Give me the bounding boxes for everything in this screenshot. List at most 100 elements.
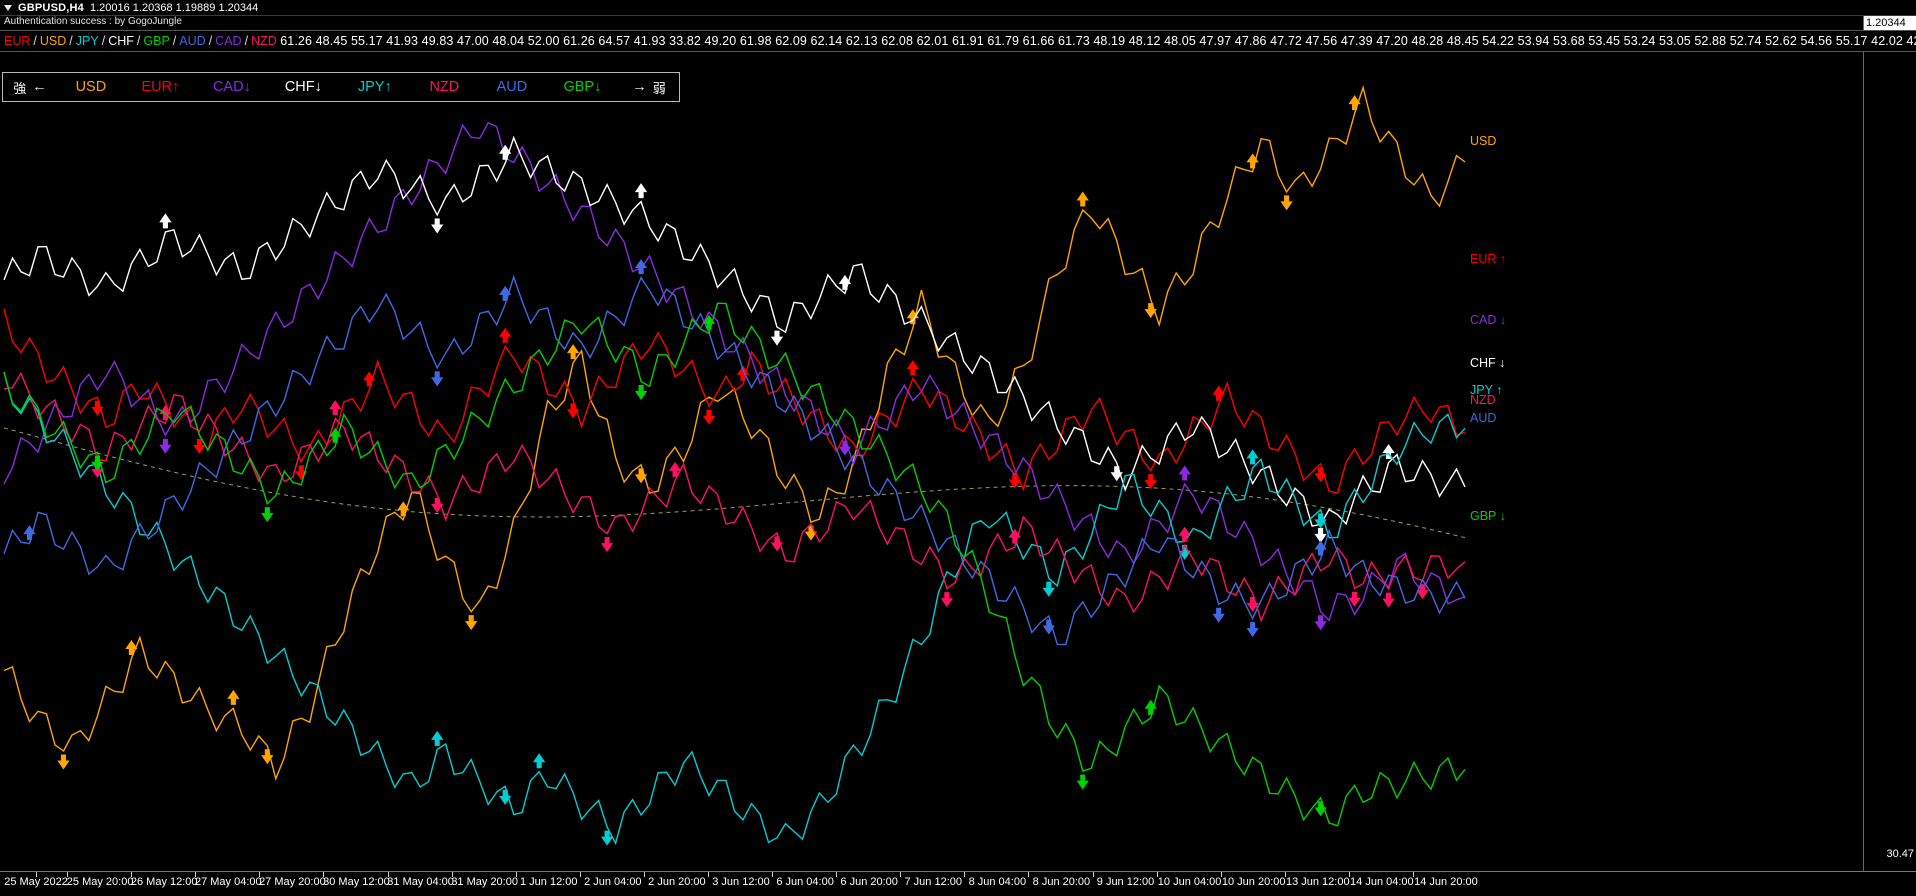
panel-item-jpy[interactable]: JPY ↑	[339, 79, 410, 95]
panel-item-cad[interactable]: CAD ↓	[196, 79, 267, 95]
signal-arrow-down-icon	[1314, 513, 1327, 529]
signal-arrow-up-icon	[125, 640, 138, 656]
series-line	[3, 302, 1466, 827]
ticker-cur-chf: CHF	[108, 34, 134, 48]
ticker-sep: /	[172, 34, 177, 48]
panel-item-label: JPY	[357, 79, 385, 95]
series-cad[interactable]	[3, 121, 1466, 631]
signal-arrow-down-icon	[770, 330, 784, 346]
time-axis-label: 27 May 20:00	[259, 876, 326, 888]
series-gbp[interactable]	[3, 302, 1466, 827]
series-usd[interactable]	[3, 84, 1466, 782]
ticker-sep: /	[136, 34, 141, 48]
signal-arrow-down-icon	[465, 615, 478, 631]
series-chf[interactable]	[3, 135, 1466, 543]
time-tick	[836, 872, 838, 877]
series-jpy[interactable]	[3, 371, 1466, 846]
series-nzd[interactable]	[3, 371, 1466, 623]
signal-arrow-up-icon	[1008, 528, 1021, 544]
signal-arrow-up-icon	[329, 400, 342, 416]
ticker-content: EUR / USD / JPY / CHF / GBP / AUD / CAD / NZD 61.26 48…	[0, 31, 1916, 51]
price-axis[interactable]: 1.20344 66.01 30.47	[1863, 16, 1916, 872]
signal-arrow-down-icon	[91, 400, 104, 416]
panel-item-gbp[interactable]: GBP ↓	[546, 79, 619, 95]
signal-arrow-down-icon	[634, 384, 648, 400]
series-eur[interactable]	[3, 308, 1466, 494]
strong-label: 強	[13, 81, 27, 97]
panel-item-chf[interactable]: CHF ↓	[268, 79, 339, 95]
signal-arrow-down-icon	[1348, 591, 1361, 607]
time-axis-label: 2 Jun 20:00	[648, 876, 706, 888]
time-axis-label: 14 Jun 20:00	[1414, 876, 1478, 888]
time-axis-label: 31 May 20:00	[451, 876, 518, 888]
ticker-cur-aud: AUD	[179, 34, 206, 48]
time-axis-label: 25 May 20:00	[66, 876, 134, 888]
triangle-down-icon[interactable]	[4, 4, 12, 11]
signal-arrow-down-icon	[193, 439, 206, 455]
time-tick	[1284, 872, 1286, 877]
ohlc-values: 1.20016 1.20368 1.19889 1.20344	[89, 1, 259, 14]
currency-strength-panel[interactable]: 強 ← USD EUR ↑ CAD ↓ CHF ↓ JPY ↑ NZD AUD GBP ↓…	[2, 72, 680, 102]
series-line	[3, 84, 1466, 782]
signal-arrow-down-icon	[770, 536, 784, 552]
signal-arrow-up-icon	[634, 183, 648, 199]
ticker-values: 61.26 48.45 55.17 41.93 49.83 47.00 48.0…	[280, 34, 1916, 48]
panel-item-label: AUD	[496, 79, 528, 95]
signal-arrow-up-icon	[1178, 465, 1191, 481]
signal-arrow-up-icon	[702, 314, 716, 330]
signal-arrow-down-icon	[295, 465, 308, 481]
signal-arrow-up-icon	[532, 753, 546, 769]
ticker-cur-gbp: GBP	[143, 34, 170, 48]
signal-arrow-down-icon	[261, 749, 274, 765]
time-axis-label: 14 Jun 04:00	[1350, 876, 1414, 888]
signal-arrow-up-icon	[906, 309, 920, 325]
signal-arrow-down-icon	[57, 754, 70, 770]
time-axis-label: 6 Jun 04:00	[776, 876, 834, 888]
time-axis[interactable]: 25 May 2022 25 May 20:00 26 May 12:00 27 Ma…	[0, 871, 1916, 896]
time-axis-label: 8 Jun 04:00	[968, 876, 1027, 888]
time-axis-label: 10 Jun 20:00	[1221, 876, 1286, 888]
side-label-eur: EUR ↑	[1470, 252, 1506, 266]
ticker-sep: /	[101, 34, 106, 48]
series-aud[interactable]	[3, 259, 1466, 646]
time-axis-label: 9 Jun 12:00	[1096, 876, 1155, 888]
panel-weak-indicator: → 弱	[619, 78, 679, 97]
signal-arrow-down-icon	[1042, 619, 1055, 635]
signal-arrow-down-icon	[1110, 466, 1123, 482]
time-tick	[708, 872, 709, 877]
panel-item-eur[interactable]: EUR ↑	[125, 79, 196, 95]
signal-arrow-down-icon	[1144, 474, 1157, 490]
chart-titlebar: GBPUSD,H4 1.20016 1.20368 1.19889 1.2034…	[0, 0, 1916, 16]
side-label-text: GBP ↓	[1470, 509, 1506, 523]
series-line	[3, 308, 1466, 494]
time-axis-label: 6 Jun 20:00	[840, 876, 898, 888]
time-axis-label: 7 Jun 12:00	[904, 876, 963, 888]
time-axis-label: 25 May 2022	[4, 876, 68, 888]
signal-arrow-down-icon	[431, 498, 444, 514]
signal-arrow-down-icon	[261, 507, 274, 523]
signal-arrow-down-icon	[431, 218, 444, 234]
signal-arrow-down-icon	[431, 371, 444, 387]
panel-item-label: CHF	[284, 79, 315, 95]
signal-arrow-up-icon	[1076, 191, 1089, 207]
time-tick	[772, 872, 774, 877]
signal-arrow-down-icon	[1144, 303, 1157, 319]
arrow-right-icon: →	[632, 79, 647, 95]
signal-arrow-down-icon	[1178, 544, 1191, 560]
panel-item-usd[interactable]: USD	[57, 79, 125, 95]
signal-arrow-up-icon	[397, 501, 410, 517]
signal-arrow-down-icon	[1314, 615, 1327, 631]
side-label-text: NZD	[1470, 393, 1496, 407]
time-tick	[1156, 872, 1158, 877]
panel-item-label: EUR	[141, 79, 173, 95]
panel-item-aud[interactable]: AUD	[478, 79, 546, 95]
panel-item-nzd[interactable]: NZD	[411, 79, 479, 95]
weak-label: 弱	[652, 81, 666, 97]
trend-arrow-up-icon: ↑	[172, 79, 180, 95]
panel-item-label: GBP	[563, 79, 595, 95]
side-label-text: JPY ↑	[1470, 383, 1503, 397]
signal-arrow-down-icon	[1246, 596, 1259, 612]
chart-plot-area[interactable]	[0, 50, 1916, 872]
chart-canvas[interactable]	[0, 50, 1916, 872]
time-axis-label: 10 Jun 04:00	[1157, 876, 1222, 888]
